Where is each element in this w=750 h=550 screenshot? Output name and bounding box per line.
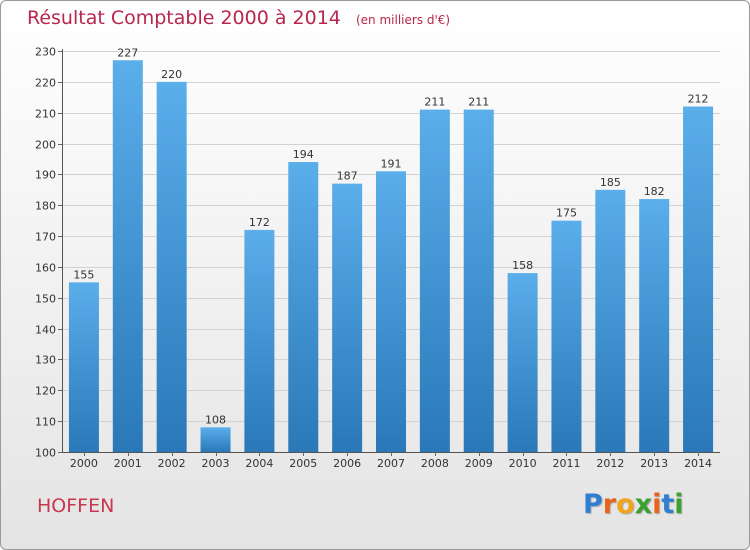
y-tick-label: 110 (35, 416, 56, 429)
y-tick-label: 140 (35, 324, 56, 337)
bar (683, 106, 714, 453)
y-tick-label: 120 (35, 385, 56, 398)
bar (551, 220, 582, 452)
bar (200, 427, 231, 452)
logo-letter: P (583, 489, 603, 520)
logo-letter: i (674, 489, 684, 520)
data-label: 187 (337, 170, 358, 183)
bar (68, 282, 99, 452)
x-tick-label: 2010 (509, 457, 537, 470)
x-tick-label: 2005 (289, 457, 317, 470)
y-tick-label: 230 (35, 46, 56, 59)
x-tick-label: 2014 (684, 457, 712, 470)
data-label: 194 (293, 148, 314, 161)
x-tick-label: 2007 (377, 457, 405, 470)
x-tick-label: 2001 (114, 457, 142, 470)
data-label: 155 (73, 268, 94, 281)
x-tick-label: 2009 (465, 457, 493, 470)
data-label: 211 (424, 96, 445, 109)
x-tick-label: 2000 (70, 457, 98, 470)
data-label: 108 (205, 413, 226, 426)
bar (376, 171, 406, 453)
bar (507, 273, 538, 452)
x-tick-label: 2002 (158, 457, 186, 470)
data-label: 172 (249, 216, 270, 229)
y-tick-label: 160 (35, 262, 56, 275)
data-label: 182 (644, 185, 665, 198)
logo-letter: x (634, 489, 653, 520)
chart-unit-text: (en milliers d'€) (355, 13, 451, 27)
chart-title-text: Résultat Comptable 2000 à 2014 (27, 7, 341, 29)
x-tick-label: 2011 (552, 457, 580, 470)
chart-title: Résultat Comptable 2000 à 2014 (en milli… (27, 7, 450, 29)
y-tick-label: 170 (35, 231, 56, 244)
x-tick-label: 2004 (245, 457, 273, 470)
logo-letter: o (616, 489, 635, 520)
logo-letter: t (661, 489, 675, 520)
proxiti-logo: Proxiti (583, 489, 684, 520)
x-tick-label: 2003 (202, 457, 230, 470)
y-tick-label: 200 (35, 139, 56, 152)
y-tick-label: 100 (35, 447, 56, 460)
x-tick-label: 2012 (596, 457, 624, 470)
bar (595, 189, 626, 453)
commune-name: HOFFEN (37, 495, 115, 517)
bar (332, 183, 363, 452)
data-label: 175 (556, 207, 577, 220)
logo-letter: r (602, 489, 617, 520)
y-tick-label: 190 (35, 169, 56, 182)
bar (156, 81, 187, 452)
data-label: 220 (161, 68, 182, 81)
y-tick-label: 220 (35, 77, 56, 90)
y-tick-label: 150 (35, 293, 56, 306)
data-label: 211 (468, 96, 489, 109)
bar (639, 199, 670, 452)
bar (463, 109, 494, 452)
data-label: 191 (381, 157, 402, 170)
logo-letter: i (652, 489, 662, 520)
y-tick-label: 130 (35, 354, 56, 367)
bar (419, 109, 450, 452)
data-label: 227 (117, 46, 138, 59)
data-label: 212 (688, 93, 709, 106)
data-label: 158 (512, 259, 533, 272)
bar (244, 229, 275, 452)
y-tick-label: 180 (35, 200, 56, 213)
x-tick-label: 2008 (421, 457, 449, 470)
data-label: 185 (600, 176, 621, 189)
bar (112, 60, 143, 452)
x-tick-label: 2013 (640, 457, 668, 470)
x-tick-label: 2006 (333, 457, 361, 470)
bar (288, 162, 319, 453)
y-tick-label: 210 (35, 108, 56, 121)
